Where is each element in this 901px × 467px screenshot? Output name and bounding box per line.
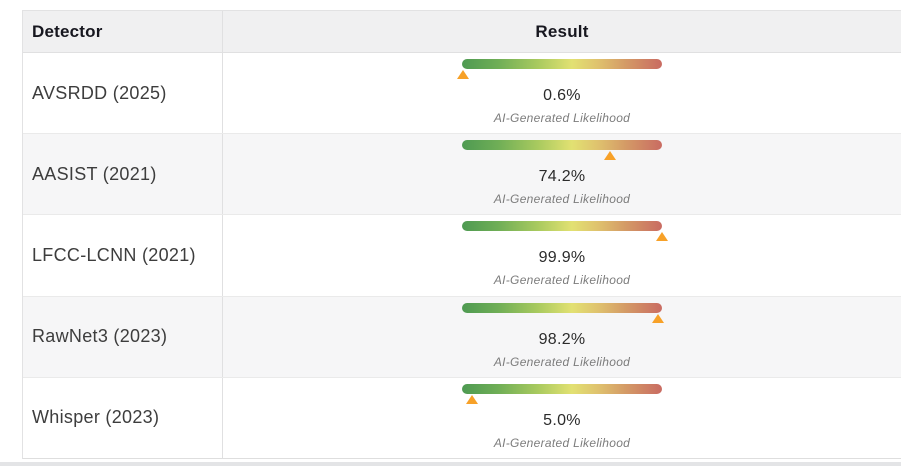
table-header-row: Detector Result: [23, 11, 901, 53]
likelihood-gauge: [462, 302, 665, 323]
marker-triangle-icon: [604, 151, 617, 161]
likelihood-gauge: [457, 59, 662, 79]
detector-name: AVSRDD (2025): [23, 53, 223, 134]
gradient-bar: [462, 59, 662, 69]
table-row: RawNet3 (2023) 98.2% AI-Generated Likeli…: [23, 296, 901, 378]
table-row: LFCC-LCNN (2021) 99.9% AI-Generated Like…: [23, 215, 901, 297]
likelihood-value: 98.2%: [538, 330, 586, 348]
likelihood-value: 74.2%: [538, 168, 586, 186]
gradient-bar: [462, 221, 662, 232]
column-header-result: Result: [535, 21, 589, 41]
likelihood-value: 0.6%: [543, 87, 581, 104]
gradient-bar: [462, 302, 662, 313]
likelihood-caption: AI-Generated Likelihood: [493, 111, 631, 125]
marker-triangle-icon: [466, 394, 478, 404]
detector-name: AASIST (2021): [23, 134, 223, 215]
marker-triangle-icon: [457, 70, 470, 79]
likelihood-value: 99.9%: [538, 249, 586, 267]
result-cell: 0.6% AI-Generated Likelihood: [223, 53, 901, 133]
result-cell: 99.9% AI-Generated Likelihood: [223, 215, 901, 295]
result-cell: 5.0% AI-Generated Likelihood: [223, 378, 901, 458]
gradient-bar: [462, 140, 662, 151]
results-table: Detector Result AVSRDD (2025) 0.6% AI-Ge…: [22, 10, 901, 459]
likelihood-caption: AI-Generated Likelihood: [493, 273, 631, 288]
likelihood-caption: AI-Generated Likelihood: [493, 192, 631, 207]
result-cell: 98.2% AI-Generated Likelihood: [223, 297, 901, 377]
likelihood-caption: AI-Generated Likelihood: [493, 435, 631, 450]
likelihood-gauge: [462, 140, 662, 161]
likelihood-value: 5.0%: [543, 411, 581, 429]
marker-triangle-icon: [652, 313, 665, 323]
bottom-divider: [0, 462, 901, 466]
table-body: AVSRDD (2025) 0.6% AI-Generated Likeliho…: [23, 53, 901, 459]
likelihood-caption: AI-Generated Likelihood: [493, 354, 631, 369]
gradient-bar: [462, 383, 662, 394]
column-header-detector: Detector: [23, 11, 223, 52]
table-row: AVSRDD (2025) 0.6% AI-Generated Likeliho…: [23, 53, 901, 135]
likelihood-gauge: [462, 383, 662, 404]
detector-name: LFCC-LCNN (2021): [23, 215, 223, 296]
likelihood-gauge: [462, 221, 668, 242]
detector-name: Whisper (2023): [23, 377, 223, 459]
marker-triangle-icon: [655, 232, 668, 242]
table-row: AASIST (2021) 74.2% AI-Generated Likelih…: [23, 134, 901, 216]
table-row: Whisper (2023) 5.0% AI-Generated Likelih…: [23, 377, 901, 459]
detector-name: RawNet3 (2023): [23, 296, 223, 377]
result-cell: 74.2% AI-Generated Likelihood: [223, 134, 901, 214]
